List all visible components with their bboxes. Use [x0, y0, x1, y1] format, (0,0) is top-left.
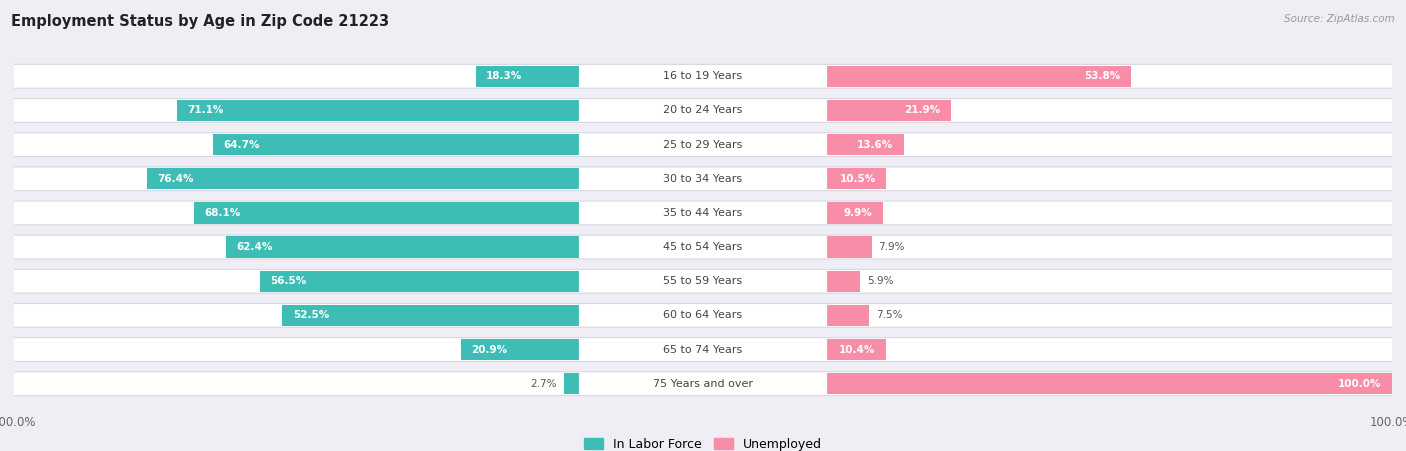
FancyBboxPatch shape	[7, 132, 1399, 157]
FancyBboxPatch shape	[10, 373, 1396, 395]
FancyBboxPatch shape	[7, 371, 1399, 396]
Bar	[148, 168, 579, 189]
Bar	[214, 134, 579, 155]
FancyBboxPatch shape	[579, 134, 827, 155]
FancyBboxPatch shape	[579, 373, 827, 394]
FancyBboxPatch shape	[7, 64, 1399, 89]
Text: 60 to 64 Years: 60 to 64 Years	[664, 310, 742, 320]
Bar	[827, 202, 883, 224]
Bar	[564, 373, 579, 394]
Bar	[827, 100, 950, 121]
Legend: In Labor Force, Unemployed: In Labor Force, Unemployed	[579, 433, 827, 451]
Text: 13.6%: 13.6%	[858, 140, 893, 150]
Bar	[461, 339, 579, 360]
Text: 20.9%: 20.9%	[471, 345, 508, 354]
FancyBboxPatch shape	[10, 65, 1396, 87]
Text: 53.8%: 53.8%	[1084, 71, 1121, 81]
FancyBboxPatch shape	[10, 236, 1396, 258]
Text: 52.5%: 52.5%	[292, 310, 329, 320]
Text: 100.0%: 100.0%	[1339, 379, 1382, 389]
Text: 16 to 19 Years: 16 to 19 Years	[664, 71, 742, 81]
FancyBboxPatch shape	[579, 237, 827, 258]
FancyBboxPatch shape	[10, 338, 1396, 361]
Text: 55 to 59 Years: 55 to 59 Years	[664, 276, 742, 286]
FancyBboxPatch shape	[579, 305, 827, 326]
FancyBboxPatch shape	[7, 269, 1399, 294]
FancyBboxPatch shape	[7, 303, 1399, 328]
Bar	[827, 373, 1392, 394]
Bar	[827, 339, 886, 360]
Text: 10.4%: 10.4%	[839, 345, 876, 354]
Text: 35 to 44 Years: 35 to 44 Years	[664, 208, 742, 218]
FancyBboxPatch shape	[10, 304, 1396, 327]
Bar	[283, 305, 579, 326]
FancyBboxPatch shape	[7, 200, 1399, 226]
FancyBboxPatch shape	[579, 202, 827, 223]
FancyBboxPatch shape	[10, 99, 1396, 122]
Bar	[260, 271, 579, 292]
Text: 18.3%: 18.3%	[486, 71, 522, 81]
FancyBboxPatch shape	[579, 100, 827, 121]
Text: 25 to 29 Years: 25 to 29 Years	[664, 140, 742, 150]
Bar	[475, 66, 579, 87]
Text: 21.9%: 21.9%	[904, 106, 941, 115]
Text: 75 Years and over: 75 Years and over	[652, 379, 754, 389]
Text: 56.5%: 56.5%	[270, 276, 307, 286]
Text: 45 to 54 Years: 45 to 54 Years	[664, 242, 742, 252]
Text: 10.5%: 10.5%	[839, 174, 876, 184]
FancyBboxPatch shape	[579, 339, 827, 360]
FancyBboxPatch shape	[7, 235, 1399, 260]
FancyBboxPatch shape	[579, 168, 827, 189]
Bar	[827, 168, 886, 189]
Text: 68.1%: 68.1%	[205, 208, 240, 218]
Text: 62.4%: 62.4%	[236, 242, 273, 252]
Bar	[827, 305, 869, 326]
Text: 64.7%: 64.7%	[224, 140, 260, 150]
FancyBboxPatch shape	[7, 166, 1399, 191]
Bar	[226, 236, 579, 258]
FancyBboxPatch shape	[579, 66, 827, 87]
FancyBboxPatch shape	[7, 98, 1399, 123]
Bar	[827, 236, 872, 258]
Bar	[194, 202, 579, 224]
Text: 9.9%: 9.9%	[844, 208, 873, 218]
Text: 20 to 24 Years: 20 to 24 Years	[664, 106, 742, 115]
FancyBboxPatch shape	[10, 270, 1396, 293]
Text: 65 to 74 Years: 65 to 74 Years	[664, 345, 742, 354]
FancyBboxPatch shape	[10, 202, 1396, 224]
FancyBboxPatch shape	[7, 337, 1399, 362]
FancyBboxPatch shape	[579, 271, 827, 292]
Text: 71.1%: 71.1%	[187, 106, 224, 115]
Text: 30 to 34 Years: 30 to 34 Years	[664, 174, 742, 184]
Text: 76.4%: 76.4%	[157, 174, 194, 184]
Text: Source: ZipAtlas.com: Source: ZipAtlas.com	[1284, 14, 1395, 23]
Text: 7.9%: 7.9%	[879, 242, 905, 252]
Bar	[177, 100, 579, 121]
FancyBboxPatch shape	[10, 167, 1396, 190]
Text: 7.5%: 7.5%	[876, 310, 903, 320]
Text: 2.7%: 2.7%	[530, 379, 557, 389]
Text: Employment Status by Age in Zip Code 21223: Employment Status by Age in Zip Code 212…	[11, 14, 389, 28]
FancyBboxPatch shape	[10, 133, 1396, 156]
Bar	[827, 134, 904, 155]
Bar	[827, 271, 860, 292]
Text: 5.9%: 5.9%	[868, 276, 894, 286]
Bar	[827, 66, 1130, 87]
